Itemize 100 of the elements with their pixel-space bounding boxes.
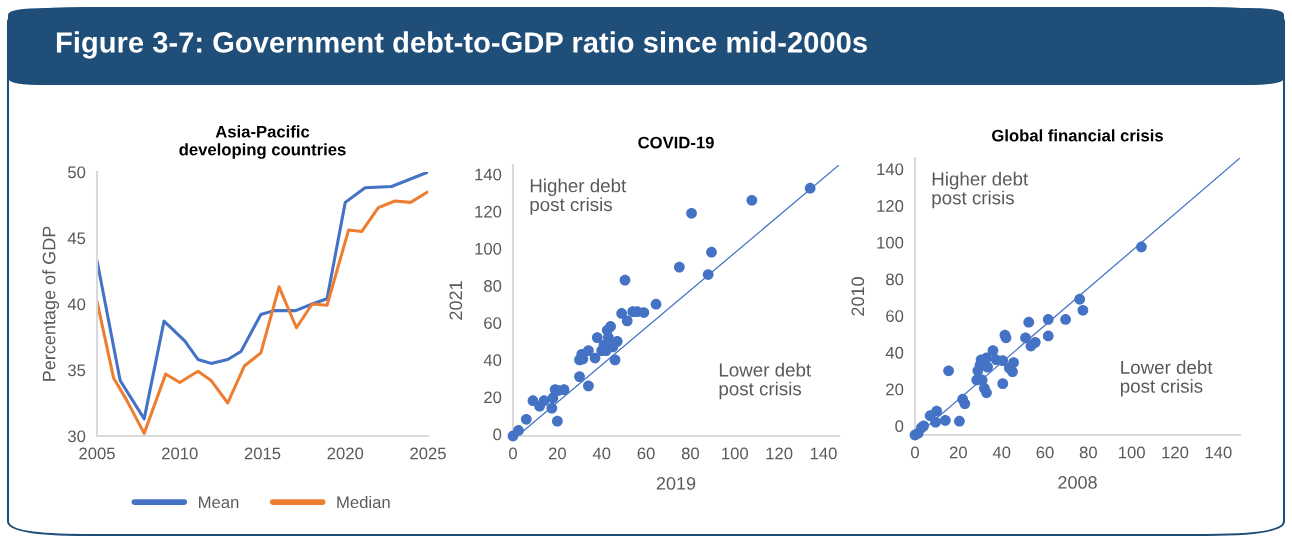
y-tick-label: 20 bbox=[484, 391, 502, 404]
point bbox=[702, 269, 714, 280]
point bbox=[602, 332, 614, 343]
point bbox=[1007, 366, 1018, 378]
point bbox=[804, 182, 816, 194]
point bbox=[1077, 304, 1089, 316]
x-tick-label: 140 bbox=[1205, 446, 1232, 459]
point bbox=[1008, 357, 1019, 368]
x-tick-label: 2005 bbox=[79, 447, 115, 460]
point bbox=[621, 315, 633, 327]
y-tick-label: 80 bbox=[886, 273, 904, 286]
point bbox=[619, 274, 631, 286]
x-axis-title: 2008 bbox=[1058, 476, 1097, 489]
y-tick-label: 80 bbox=[484, 280, 502, 292]
legend-label: Median bbox=[337, 495, 390, 509]
x-tick-label: 2020 bbox=[327, 447, 364, 460]
x-tick-label: 2010 bbox=[162, 447, 198, 460]
point bbox=[583, 380, 594, 392]
point bbox=[982, 361, 993, 373]
point bbox=[611, 335, 623, 347]
x-tick-label: 0 bbox=[509, 447, 517, 460]
x-tick-label: 120 bbox=[766, 447, 793, 460]
point bbox=[583, 345, 594, 356]
chart-title: Global financial crisis bbox=[992, 129, 1163, 142]
y-tick-label: 140 bbox=[475, 168, 502, 181]
point bbox=[939, 414, 951, 426]
point bbox=[520, 413, 532, 425]
y-axis-title: Percentage of GDP bbox=[42, 226, 60, 381]
x-tick-label: 80 bbox=[1079, 446, 1097, 459]
y-axis-title: 2010 bbox=[851, 277, 865, 316]
point bbox=[1136, 241, 1147, 253]
point bbox=[546, 402, 558, 414]
x-tick-label: 2025 bbox=[410, 447, 446, 460]
x-tick-label: 60 bbox=[1036, 446, 1054, 459]
caption: Figure 3-7: Government debt-to-GDP ratio since mid-2000s bbox=[56, 31, 867, 59]
y-tick-label: 60 bbox=[886, 310, 904, 322]
x-tick-label: 120 bbox=[1162, 446, 1189, 459]
point bbox=[609, 354, 621, 366]
annotation: Lower debt post crisis bbox=[719, 362, 812, 400]
point bbox=[930, 416, 941, 428]
x-tick-label: 20 bbox=[548, 447, 566, 460]
point bbox=[591, 332, 603, 343]
point bbox=[589, 352, 601, 364]
annotation: Lower debt post crisis bbox=[1120, 360, 1213, 397]
x-tick-label: 2015 bbox=[244, 447, 281, 460]
x-tick-label: 100 bbox=[1119, 446, 1145, 459]
x-tick-label: 40 bbox=[592, 447, 611, 460]
chart-title: COVID-19 bbox=[638, 136, 714, 149]
point bbox=[1042, 314, 1054, 325]
y-tick-label: 100 bbox=[877, 236, 904, 249]
point bbox=[746, 194, 758, 206]
y-tick-label: 50 bbox=[68, 166, 86, 179]
point bbox=[959, 398, 971, 410]
legend-label: Mean bbox=[199, 496, 239, 509]
chart-title: Asia-Pacific developing countries bbox=[179, 125, 346, 159]
y-tick-label: 35 bbox=[67, 364, 86, 377]
point bbox=[987, 345, 999, 356]
x-tick-label: 60 bbox=[637, 447, 655, 460]
y-tick-label: 100 bbox=[475, 242, 502, 255]
point bbox=[1023, 316, 1035, 328]
y-tick-label: 30 bbox=[67, 430, 86, 443]
point bbox=[686, 207, 697, 219]
x-tick-label: 20 bbox=[949, 446, 967, 459]
y-tick-label: 40 bbox=[483, 354, 502, 367]
x-tick-label: 140 bbox=[810, 447, 837, 460]
x-tick-label: 80 bbox=[681, 447, 700, 460]
point bbox=[551, 415, 563, 427]
x-tick-label: 40 bbox=[992, 446, 1011, 459]
point bbox=[931, 405, 943, 417]
y-axis-title: 2021 bbox=[449, 281, 463, 320]
y-tick-label: 0 bbox=[493, 428, 502, 441]
point bbox=[616, 308, 628, 319]
point bbox=[954, 415, 965, 427]
y-tick-label: 120 bbox=[877, 200, 904, 212]
annotation: Higher debt post crisis bbox=[530, 178, 627, 215]
point bbox=[538, 395, 550, 407]
point bbox=[1042, 330, 1054, 342]
annotation: Higher debt post crisis bbox=[932, 171, 1029, 209]
point bbox=[605, 321, 616, 332]
point bbox=[673, 261, 685, 273]
point bbox=[1029, 336, 1041, 348]
y-tick-label: 140 bbox=[877, 163, 904, 176]
y-tick-label: 0 bbox=[895, 420, 904, 433]
x-tick-label: 0 bbox=[911, 446, 919, 459]
point bbox=[997, 378, 1009, 390]
x-tick-label: 100 bbox=[722, 447, 749, 460]
point bbox=[943, 365, 954, 377]
point bbox=[513, 425, 524, 436]
point bbox=[574, 371, 585, 382]
y-tick-label: 40 bbox=[885, 346, 904, 359]
point bbox=[706, 246, 717, 258]
point bbox=[1060, 314, 1071, 325]
y-tick-label: 60 bbox=[484, 317, 502, 329]
y-tick-label: 20 bbox=[886, 383, 904, 396]
point bbox=[650, 298, 662, 310]
y-tick-label: 45 bbox=[67, 232, 86, 245]
point bbox=[1020, 332, 1031, 344]
y-tick-label: 40 bbox=[67, 298, 86, 311]
point bbox=[981, 387, 992, 399]
y-tick-label: 120 bbox=[475, 205, 502, 218]
